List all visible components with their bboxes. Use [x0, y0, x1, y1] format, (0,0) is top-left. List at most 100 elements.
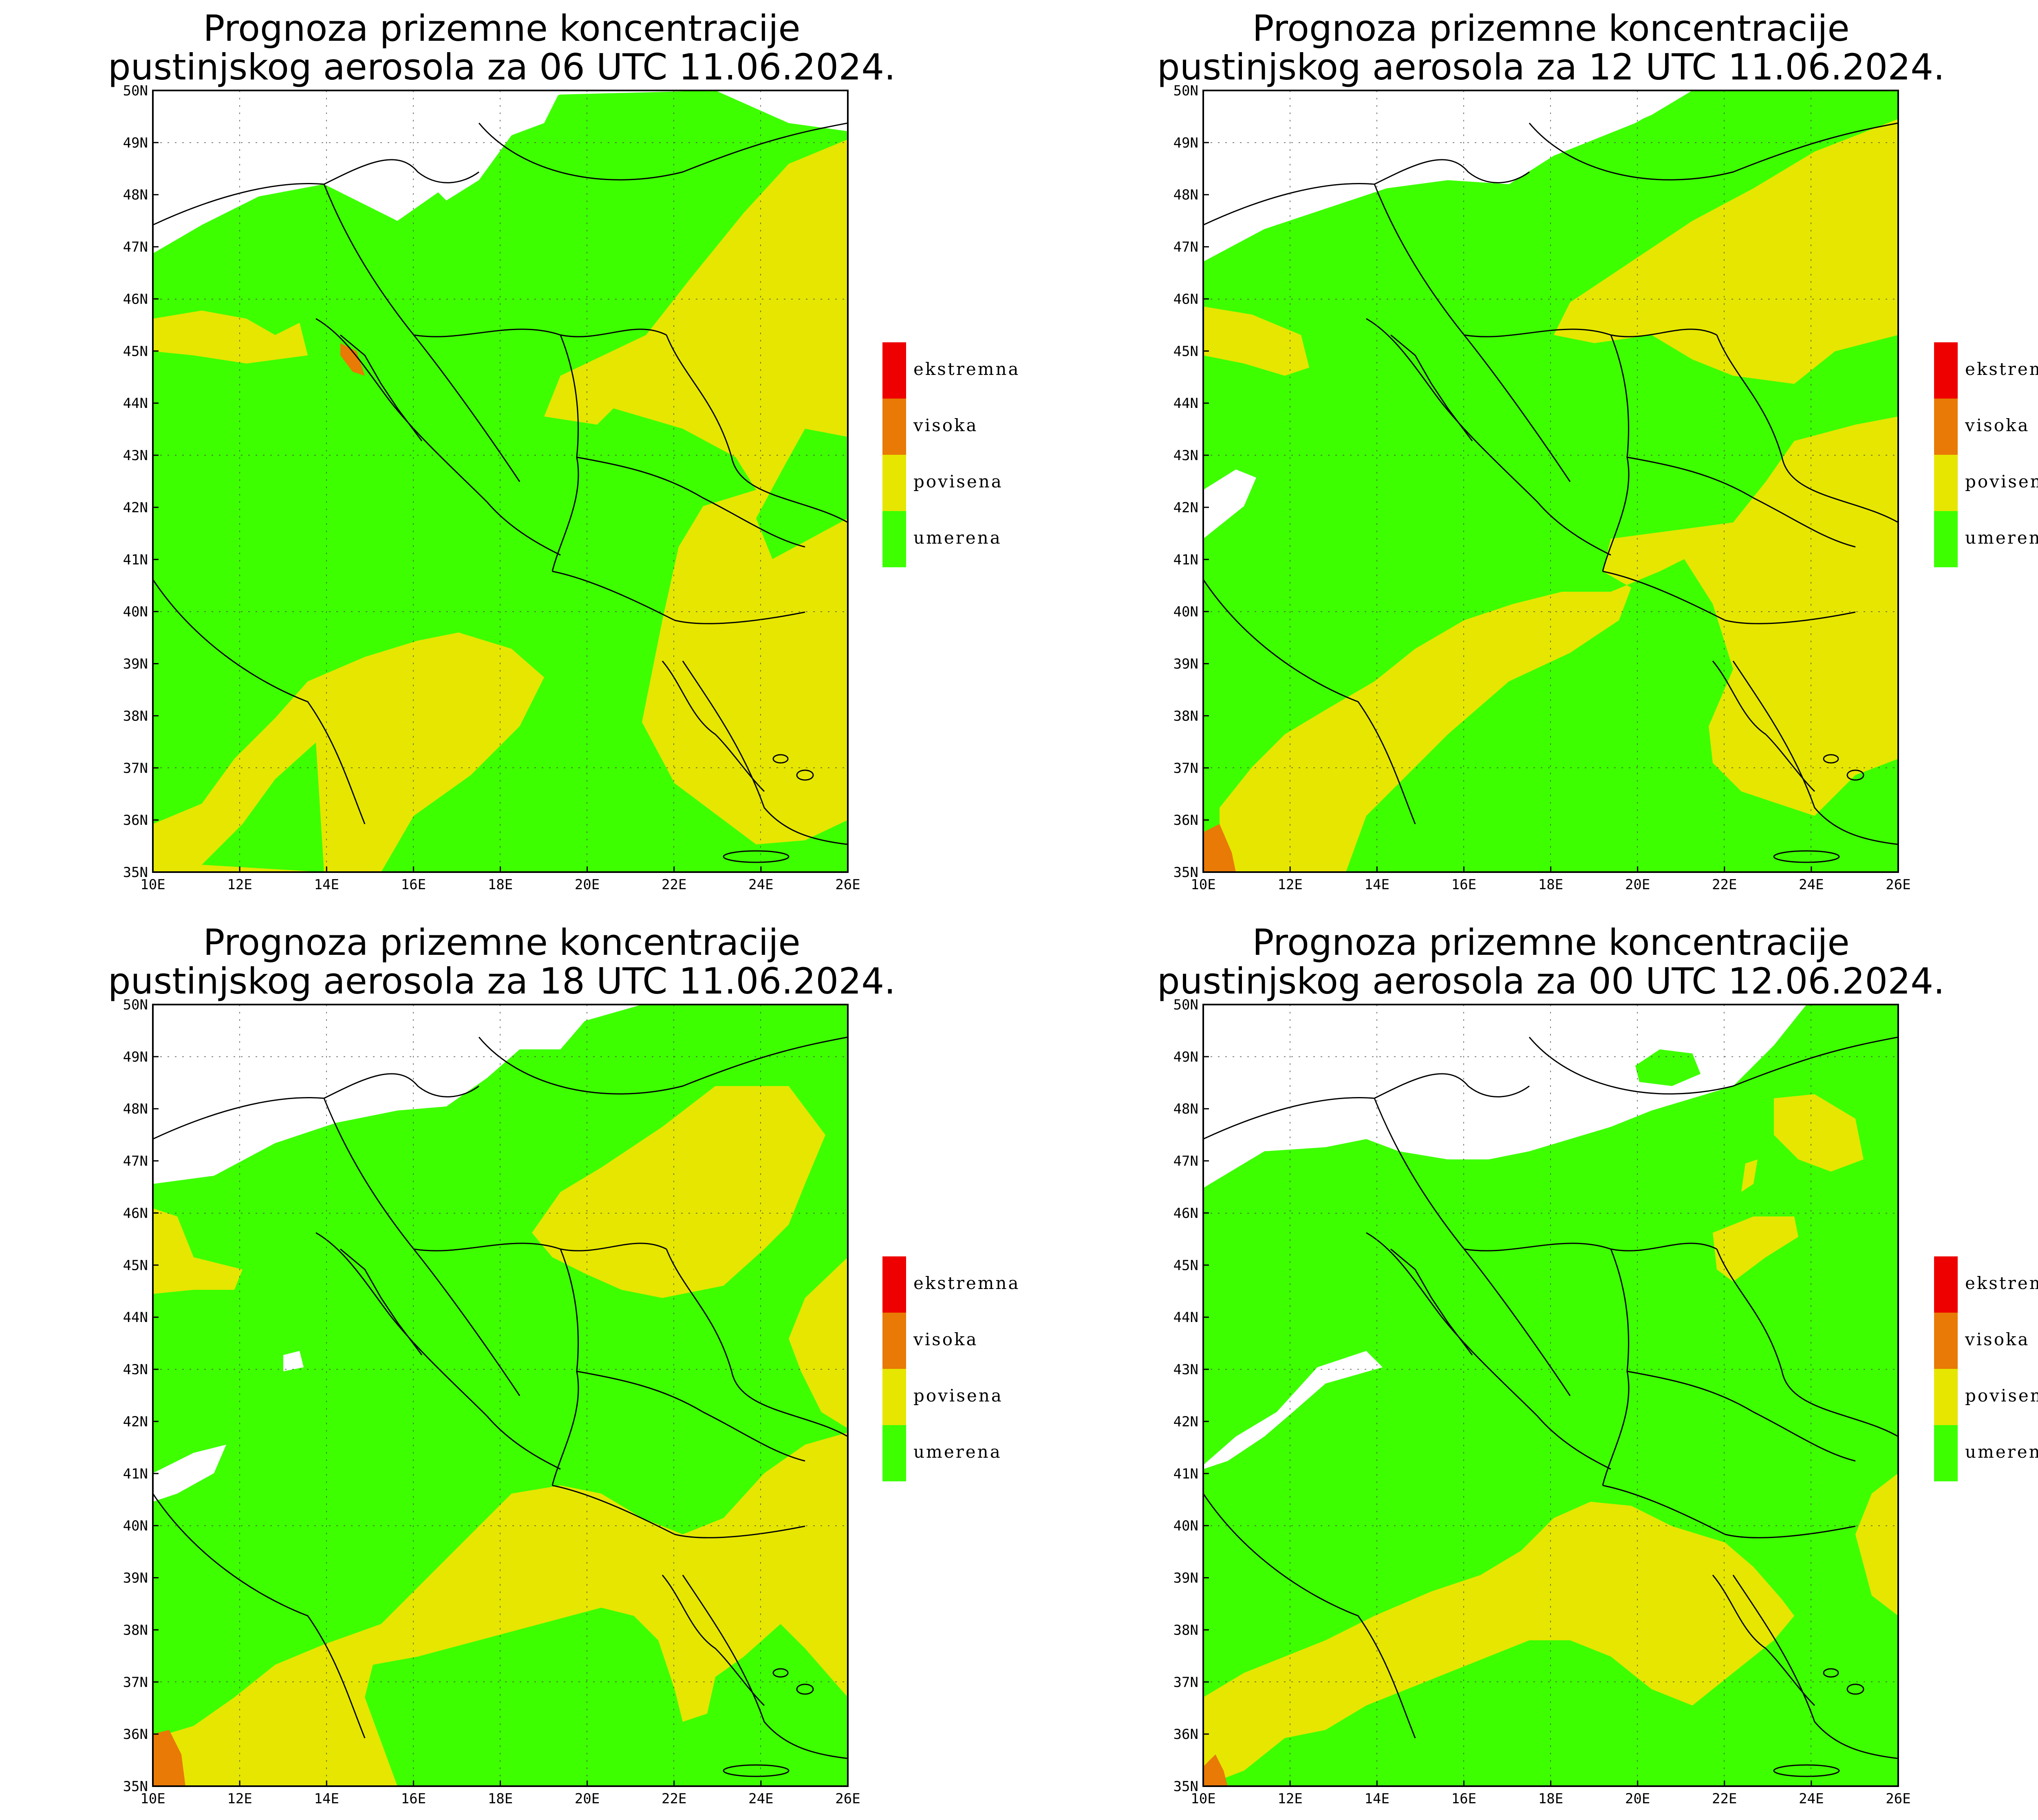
- legend-swatch-povisena: [882, 455, 906, 511]
- lat-tick-label: 35N: [1173, 1778, 1198, 1795]
- lat-tick-label: 46N: [123, 291, 148, 307]
- lat-tick-label: 49N: [123, 1049, 148, 1065]
- lat-tick-label: 39N: [123, 1570, 148, 1586]
- panel-title-line2: pustinjskog aerosola za 00 UTC 12.06.202…: [1157, 960, 1945, 1002]
- lon-tick-label: 22E: [662, 1791, 686, 1807]
- panel-title-line2: pustinjskog aerosola za 18 UTC 11.06.202…: [108, 960, 895, 1002]
- panel-title-line1: Prognoza prizemne koncentracije: [1252, 921, 1849, 963]
- axis-ticks: 50N 49N 48N 47N 46N 45N 44N 43N 42N 41N 40N 39N 38N 3…: [123, 997, 860, 1807]
- lat-tick-label: 41N: [1173, 1466, 1198, 1482]
- zone-umerena-south-tip: [1489, 1714, 1631, 1786]
- lat-tick-label: 43N: [123, 447, 148, 464]
- legend-label-umerena: umerena: [913, 528, 1002, 548]
- coast-islands: [340, 1248, 814, 1777]
- lon-tick-label: 10E: [140, 1791, 165, 1807]
- lon-tick-label: 16E: [1451, 877, 1476, 893]
- legend-label-visoka: visoka: [913, 415, 978, 435]
- panel-title-line2: pustinjskog aerosola za 06 UTC 11.06.202…: [108, 46, 895, 88]
- lat-tick-label: 38N: [123, 1622, 148, 1638]
- zone-povisena-north: [532, 1086, 825, 1298]
- zone-visoka: [153, 1730, 185, 1786]
- lat-tick-label: 41N: [123, 1466, 148, 1482]
- lon-tick-label: 12E: [227, 1791, 252, 1807]
- zone-povisena-west: [153, 311, 308, 364]
- lat-tick-label: 38N: [1173, 708, 1198, 724]
- forecast-panel-18utc-11-06: Prognoza prizemne koncentracije pustinjs…: [108, 921, 895, 1807]
- lat-tick-label: 50N: [123, 83, 148, 99]
- panel-title-line1: Prognoza prizemne koncentracije: [203, 921, 800, 963]
- panel-title-line1: Prognoza prizemne koncentracije: [203, 7, 800, 49]
- concentration-map: [153, 1005, 848, 1786]
- lat-tick-label: 50N: [123, 997, 148, 1013]
- lat-tick-label: 46N: [1173, 1205, 1198, 1221]
- panel-title-line2: pustinjskog aerosola za 12 UTC 11.06.202…: [1157, 46, 1945, 88]
- legend-swatch-umerena: [1934, 1425, 1958, 1481]
- legend-swatch-ekstremna: [1934, 342, 1958, 399]
- lat-tick-label: 49N: [1173, 1049, 1198, 1065]
- lon-tick-label: 24E: [748, 1791, 773, 1807]
- lon-tick-label: 26E: [1886, 1791, 1910, 1807]
- lon-tick-label: 20E: [1625, 877, 1650, 893]
- legend-swatch-visoka: [1934, 1313, 1958, 1369]
- concentration-map: [1203, 1005, 1898, 1786]
- legend-swatch-ekstremna: [882, 1256, 906, 1313]
- coast-islands: [1390, 334, 1864, 863]
- lat-tick-label: 41N: [1173, 552, 1198, 568]
- lat-tick-label: 47N: [123, 239, 148, 256]
- lat-tick-label: 40N: [123, 1518, 148, 1534]
- lon-tick-label: 18E: [1538, 877, 1563, 893]
- legend-top-right: ekstremna visoka povisena umerena: [1934, 342, 2038, 567]
- lon-tick-label: 24E: [748, 877, 773, 893]
- lat-tick-label: 40N: [1173, 1518, 1198, 1534]
- lat-tick-label: 42N: [1173, 1414, 1198, 1430]
- zone-white-alps: [1203, 90, 1692, 262]
- legend-bottom-left: ekstremna visoka povisena umerena: [882, 1256, 1019, 1481]
- axis-ticks: 50N 49N 48N 47N 46N 45N 44N 43N 42N 41N 40N 39N 38N 3…: [1173, 83, 1911, 893]
- zone-umerena-patch: [202, 743, 324, 872]
- zone-povisena-east: [544, 139, 848, 844]
- legend-label-povisena: povisena: [1965, 1386, 2038, 1406]
- legend-swatch-visoka: [882, 1313, 906, 1369]
- lat-tick-label: 48N: [1173, 187, 1198, 203]
- coast-islands: [340, 334, 814, 863]
- lon-tick-label: 14E: [314, 877, 339, 893]
- country-borders: [1203, 1036, 1898, 1759]
- lon-tick-label: 14E: [1365, 877, 1390, 893]
- lon-tick-label: 12E: [1277, 1791, 1302, 1807]
- lat-tick-label: 35N: [123, 864, 148, 881]
- zone-umerena-blob: [1635, 1049, 1701, 1086]
- concentration-map: [153, 90, 848, 872]
- lat-tick-label: 47N: [1173, 1153, 1198, 1170]
- lat-tick-label: 42N: [1173, 500, 1198, 516]
- lon-tick-label: 20E: [575, 877, 600, 893]
- legend-label-umerena: umerena: [913, 1442, 1002, 1462]
- legend-label-povisena: povisena: [913, 472, 1003, 491]
- legend-swatch-umerena: [882, 1425, 906, 1481]
- zone-white-alps: [153, 90, 560, 225]
- lat-tick-label: 37N: [1173, 760, 1198, 776]
- lon-tick-label: 10E: [1191, 1791, 1215, 1807]
- zone-white-west: [1203, 469, 1256, 539]
- lat-tick-label: 43N: [1173, 447, 1198, 464]
- legend-swatch-povisena: [1934, 1369, 1958, 1425]
- lon-tick-label: 12E: [1277, 877, 1302, 893]
- zone-povisena-south: [153, 1432, 848, 1786]
- country-borders: [153, 1036, 848, 1759]
- zone-white-alps: [153, 1005, 642, 1184]
- legend-label-umerena: umerena: [1965, 528, 2038, 548]
- lon-tick-label: 22E: [1712, 877, 1737, 893]
- country-borders: [153, 122, 848, 845]
- lat-tick-label: 43N: [1173, 1362, 1198, 1378]
- lon-tick-label: 16E: [401, 1791, 426, 1807]
- lon-tick-label: 16E: [401, 877, 426, 893]
- zone-visoka: [340, 343, 365, 376]
- lat-tick-label: 38N: [123, 708, 148, 724]
- lat-tick-label: 40N: [123, 604, 148, 620]
- coast-islands: [1390, 1248, 1864, 1777]
- lon-tick-label: 22E: [662, 877, 686, 893]
- lon-tick-label: 14E: [1365, 1791, 1390, 1807]
- lat-tick-label: 45N: [123, 1257, 148, 1274]
- lat-tick-label: 44N: [123, 1309, 148, 1326]
- legend-label-ekstremna: ekstremna: [1965, 1273, 2038, 1293]
- lat-tick-label: 42N: [123, 1414, 148, 1430]
